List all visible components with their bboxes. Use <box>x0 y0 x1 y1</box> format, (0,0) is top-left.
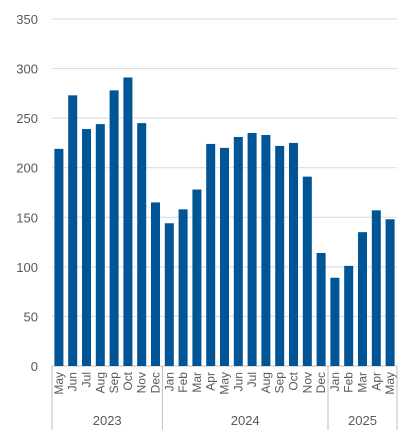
bar <box>247 133 257 366</box>
x-tick-label: Feb <box>342 372 356 393</box>
bar <box>220 147 229 366</box>
year-label: 2023 <box>93 413 122 428</box>
x-tick-label: Aug <box>259 372 273 393</box>
x-tick-label: Nov <box>300 372 314 393</box>
y-tick-label: 0 <box>31 359 38 374</box>
y-tick-label: 250 <box>16 111 38 126</box>
x-tick-label: May <box>383 372 397 395</box>
x-tick-label: Sep <box>273 372 287 394</box>
bar <box>275 145 285 366</box>
x-tick-label: Apr <box>204 372 218 391</box>
bar <box>358 232 367 366</box>
bar <box>137 123 147 366</box>
bar <box>261 134 271 366</box>
bar <box>95 124 105 366</box>
x-tick-label: Jun <box>66 372 80 391</box>
bar <box>68 95 78 366</box>
x-tick-label: Aug <box>93 372 107 393</box>
y-tick-label: 100 <box>16 260 38 275</box>
bar <box>123 77 133 366</box>
x-tick-label: Sep <box>107 372 121 394</box>
bar <box>385 219 395 366</box>
x-tick-label: Dec <box>314 372 328 393</box>
bar <box>54 148 64 366</box>
bar <box>206 143 216 366</box>
x-tick-label: Oct <box>121 371 135 390</box>
y-tick-label: 350 <box>16 12 38 27</box>
bar <box>151 202 160 366</box>
bar <box>109 90 119 366</box>
bar <box>233 136 243 366</box>
x-tick-label: Jan <box>162 372 176 391</box>
x-tick-label: Jun <box>231 372 245 391</box>
x-tick-label: Dec <box>149 372 163 393</box>
x-tick-label: May <box>218 372 232 395</box>
x-tick-label: Jul <box>80 372 94 387</box>
bar <box>178 209 188 366</box>
bar <box>344 265 354 366</box>
x-tick-label: Apr <box>369 372 383 391</box>
x-tick-label: Mar <box>190 372 204 393</box>
bar <box>316 252 326 366</box>
bar <box>82 129 91 366</box>
x-tick-label: Jul <box>245 372 259 387</box>
x-tick-label: Oct <box>287 371 301 390</box>
x-tick-label: Feb <box>176 372 190 393</box>
y-axis-ticks: 0 50 100 150 200 250 300 350 <box>16 12 38 374</box>
x-tick-label: Nov <box>135 372 149 393</box>
bar <box>192 189 202 366</box>
x-tick-label: Jan <box>328 372 342 391</box>
bar <box>289 142 298 366</box>
x-axis-month-labels: May Jun Jul Aug Sep Oct Nov Dec Jan Feb Mar Apr May J… <box>52 371 397 394</box>
y-tick-label: 50 <box>24 309 38 324</box>
bar <box>164 223 174 366</box>
x-tick-label: Mar <box>356 372 370 393</box>
y-tick-label: 150 <box>16 210 38 225</box>
y-tick-label: 200 <box>16 161 38 176</box>
bar <box>302 176 312 366</box>
year-label: 2024 <box>231 413 260 428</box>
bars <box>54 77 395 366</box>
y-tick-label: 300 <box>16 62 38 77</box>
x-axis-year-labels: 2023 2024 2025 <box>51 366 398 430</box>
bar <box>330 277 340 366</box>
x-tick-label: May <box>52 372 66 395</box>
bar <box>371 210 381 366</box>
year-label: 2025 <box>348 413 377 428</box>
